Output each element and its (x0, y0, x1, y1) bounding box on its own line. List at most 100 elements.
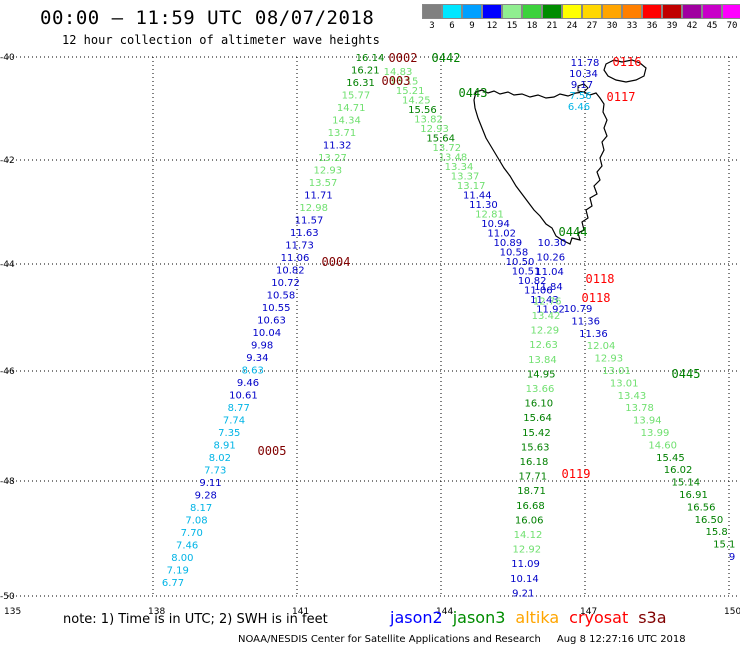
mission-jason2: jason2 (390, 608, 443, 627)
mission-jason3: jason3 (452, 608, 506, 627)
swh-value: 16.68 (516, 501, 545, 512)
swh-value: 8.00 (171, 553, 193, 564)
mission-cryosat: cryosat (569, 608, 629, 627)
scale-label: 36 (646, 21, 658, 31)
scale-swatch (522, 4, 542, 19)
pass-label: 0004 (322, 255, 351, 269)
swh-value: 15.1 (713, 540, 735, 551)
pass-label: 0442 (432, 51, 461, 65)
swh-value: 12.93 (594, 354, 623, 365)
swh-value: 6.46 (568, 102, 590, 113)
swh-value: 13.01 (602, 366, 631, 377)
scale-swatch (702, 4, 722, 19)
scale-label: 70 (726, 21, 738, 31)
swh-value: 13.34 (445, 162, 474, 173)
swh-value: 12.93 (420, 124, 449, 135)
swh-value: 11.84 (534, 282, 563, 293)
swh-value: 13.82 (414, 115, 443, 126)
swh-value: 15.77 (342, 91, 371, 102)
swh-value: 11.06 (281, 253, 310, 264)
swh-value: 12.29 (530, 326, 559, 337)
swh-value: 16.50 (695, 515, 724, 526)
swh-value: 15.64 (426, 134, 455, 145)
page-subtitle: 12 hour collection of altimeter wave hei… (62, 33, 380, 47)
units-note: note: 1) Time is in UTC; 2) SWH is in fe… (63, 612, 328, 627)
swh-value: 10.50 (506, 257, 535, 268)
swh-value: 10.55 (262, 303, 291, 314)
swh-value: 11.02 (487, 229, 516, 240)
swh-value: 16.56 (687, 502, 716, 513)
swh-value: 11.36 (571, 316, 600, 327)
swh-value: 11.32 (323, 141, 352, 152)
swh-value: 14.34 (332, 116, 361, 127)
swh-value: 7.56 (569, 91, 591, 102)
pass-label: 0444 (559, 225, 588, 239)
wave-height-color-scale (422, 4, 740, 19)
swh-value: 9 (729, 552, 735, 563)
scale-label: 3 (429, 21, 435, 31)
scale-label: 33 (626, 21, 638, 31)
swh-value: 8.91 (213, 441, 235, 452)
lat-tick-label: -48 (0, 477, 15, 487)
swh-value: 10.14 (510, 574, 539, 585)
swh-value: 7.08 (185, 516, 207, 527)
swh-value: 14.25 (402, 96, 431, 107)
swh-value: 10.26 (536, 253, 565, 264)
swh-value: 15.45 (656, 453, 685, 464)
scale-swatch (542, 4, 562, 19)
scale-swatch (662, 4, 682, 19)
swh-value: 11.04 (535, 267, 564, 278)
swh-value: 16.15 (390, 77, 419, 88)
swh-value: 16.06 (515, 515, 544, 526)
scale-label: 18 (526, 21, 538, 31)
swh-value: 7.35 (218, 428, 240, 439)
mission-altika: altika (515, 608, 560, 627)
swh-value: 10.89 (493, 238, 522, 249)
swh-value: 10.82 (276, 266, 305, 277)
swh-value: 9.17 (571, 80, 593, 91)
scale-label: 45 (706, 21, 718, 31)
swh-value: 12.81 (475, 210, 504, 221)
swh-value: 15.64 (523, 413, 552, 424)
swh-value: 8.77 (228, 403, 250, 414)
swh-value: 11.78 (571, 58, 600, 69)
swh-value: 18.71 (517, 486, 546, 497)
scale-swatch (722, 4, 740, 19)
swh-value: 10.30 (538, 238, 567, 249)
swh-value: 7.19 (167, 566, 189, 577)
swh-value: 8.17 (190, 503, 212, 514)
lat-tick-label: -44 (0, 260, 15, 270)
swh-value: 13.42 (532, 311, 561, 322)
swh-value: 12.98 (299, 203, 328, 214)
swh-value: 7.46 (176, 541, 198, 552)
swh-value: 9.28 (195, 491, 217, 502)
swh-value: 10.34 (569, 69, 598, 80)
swh-value: 10.79 (564, 304, 593, 315)
swh-value: 13.17 (457, 181, 486, 192)
page-title: 00:00 – 11:59 UTC 08/07/2018 (40, 7, 375, 29)
swh-value: 7.74 (223, 416, 245, 427)
lat-tick-label: -42 (0, 156, 15, 166)
pass-label: 0445 (672, 367, 701, 381)
swh-value: 12.63 (529, 340, 558, 351)
lat-tick-label: -50 (0, 592, 15, 602)
swh-value: 11.44 (463, 191, 492, 202)
mission-s3a: s3a (638, 608, 667, 627)
scale-label: 15 (506, 21, 518, 31)
swh-value: 11.92 (536, 305, 565, 316)
lat-lon-grid: 135 138 141 144 147 150 -40 -42 -44 -46 -48 -50 (0, 53, 740, 617)
swh-value: 13.01 (610, 378, 639, 389)
swh-value: 13.48 (439, 153, 468, 164)
credit-text: NOAA/NESDIS Center for Satellite Applica… (238, 634, 541, 645)
pass-label: 0118 (582, 291, 611, 305)
swh-value: 10.04 (252, 328, 281, 339)
swh-value: 14.83 (384, 67, 413, 78)
swh-value: 10.94 (481, 219, 510, 230)
swh-value: 12.76 (533, 296, 562, 307)
swh-value: 13.72 (432, 143, 461, 154)
swh-value: 10.61 (229, 391, 258, 402)
swh-value: 7.70 (181, 528, 203, 539)
scale-label: 24 (566, 21, 578, 31)
